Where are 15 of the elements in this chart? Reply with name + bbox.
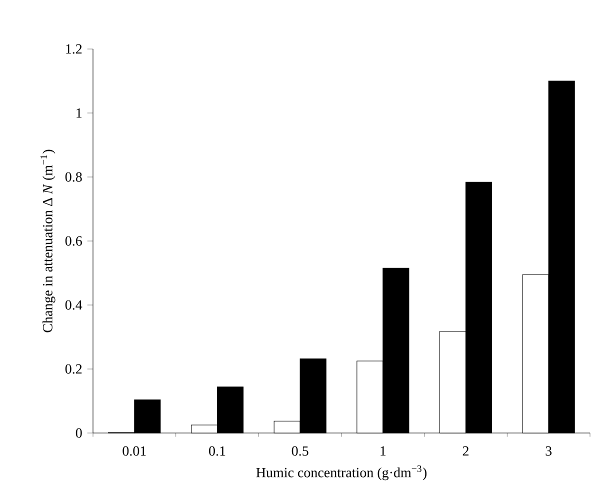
y-tick-label: 0.6 xyxy=(65,236,82,246)
y-tick-label: 1 xyxy=(76,108,82,118)
x-tick-label: 0.5 xyxy=(292,446,308,456)
y-tick-label: 0 xyxy=(76,428,82,438)
y-tick-label: 0.8 xyxy=(65,172,82,182)
x-tick-label: 0.1 xyxy=(209,446,226,456)
x-tick-label: 1 xyxy=(380,446,386,456)
y-tick-label: 1.2 xyxy=(66,44,82,54)
x-axis-title: Humic concentration (g·dm$^{−3}$) xyxy=(256,465,427,480)
x-tick-label: 2 xyxy=(462,446,468,456)
x-tick-label: 3 xyxy=(546,446,552,456)
y-tick-label: 0.4 xyxy=(65,300,82,310)
y-tick-label: 0.2 xyxy=(65,364,82,374)
x-tick-label: 0.01 xyxy=(122,446,146,456)
y-axis-title: Change in attenuation Δ N (m$^{−1}$) xyxy=(40,150,56,332)
